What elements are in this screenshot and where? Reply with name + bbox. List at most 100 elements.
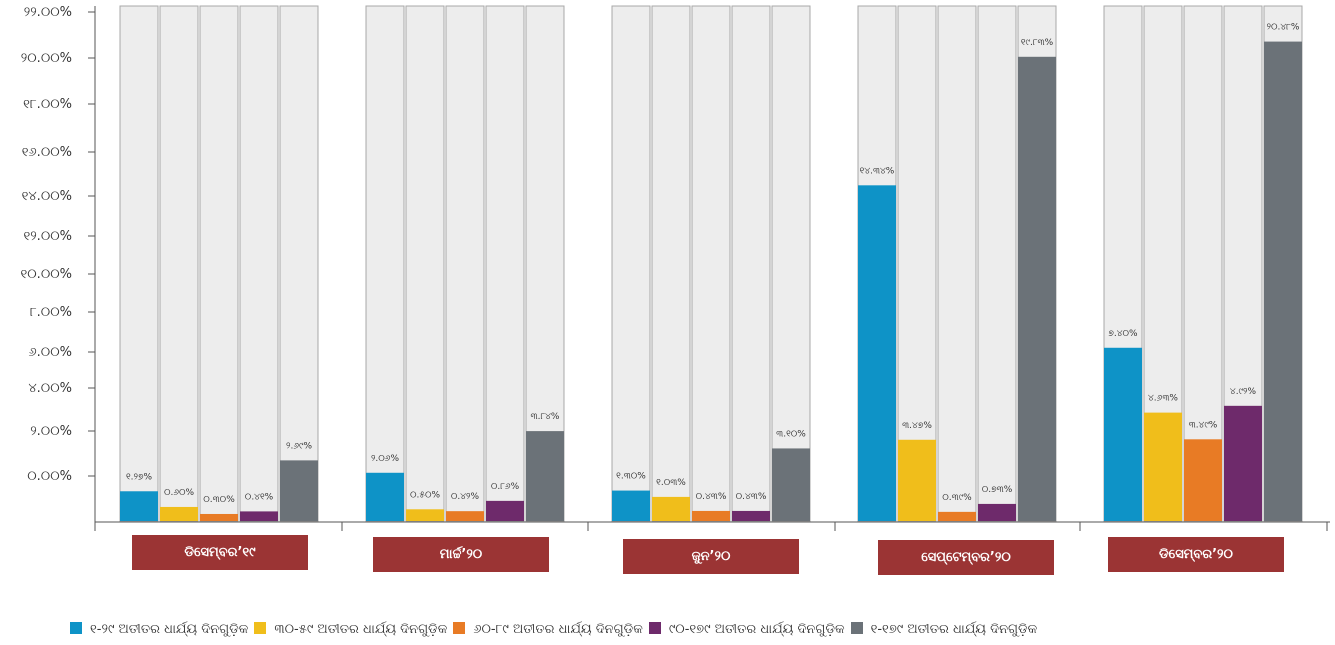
y-tick-label: ୦.୦୦%: [27, 469, 72, 484]
bar-background: [977, 5, 1017, 522]
bar: [366, 472, 404, 521]
legend-swatch: [850, 622, 863, 634]
y-tick-label: ୧୮.୦୦%: [23, 97, 72, 112]
legend-item: ୧-୧୭୯ ଅତୀତର ଧାର୍ଯ୍ୟ ଦିନଗୁଡ଼ିକ: [850, 622, 1038, 637]
bar: [978, 503, 1016, 521]
bar-background: [1183, 5, 1223, 522]
y-tick-label: ୧୪.୦୦%: [22, 189, 72, 204]
y-tick-label: ୨୦.୦୦%: [21, 51, 72, 66]
bar: [612, 490, 650, 521]
y-tick-label: ୨.୦୦%: [30, 424, 72, 439]
data-label: ୨.୬୯%: [286, 441, 312, 451]
data-label: ୩.୧୦%: [776, 429, 806, 439]
bar-background: [119, 5, 159, 522]
bar: [938, 511, 976, 521]
bar: [486, 500, 524, 521]
bar-background: [691, 5, 731, 522]
legend-label: ୯୦-୧୭୯ ଅତୀତର ଧାର୍ଯ୍ୟ ଦିନଗୁଡ଼ିକ: [668, 622, 845, 637]
bar-background: [651, 5, 691, 522]
data-label: ୧୯.୮୩%: [1021, 38, 1054, 48]
legend-item: ୧-୨୯ ଅତୀତର ଧାର୍ଯ୍ୟ ଦିନଗୁଡ଼ିକ: [70, 622, 248, 637]
legend-item: ୯୦-୧୭୯ ଅତୀତର ଧାର୍ଯ୍ୟ ଦିନଗୁଡ଼ିକ: [648, 622, 845, 637]
y-tick-label: ୧୬.୦୦%: [22, 145, 72, 160]
data-label: ୧.୨୭%: [126, 472, 153, 482]
data-label: ୩.୪୭%: [902, 421, 932, 431]
data-label: ୭.୪୦%: [1108, 329, 1138, 339]
data-label: ୦.୩୯%: [942, 493, 972, 503]
data-label: ୦.୪୩%: [736, 492, 767, 502]
bar-background: [485, 5, 525, 522]
y-tick-label: ୨୨.୦୦%: [24, 5, 72, 20]
data-label: ୦.୬୦%: [164, 488, 195, 498]
bar: [692, 510, 730, 521]
category-label: ମାର୍ଚ୍ଚ’୨୦: [373, 537, 549, 572]
bar: [1264, 41, 1302, 521]
legend-swatch: [453, 622, 466, 634]
category-label: ଡିସେମ୍ବର’୧୯: [132, 535, 308, 570]
legend-label: ୧-୧୭୯ ଅତୀତର ଧାର୍ଯ୍ୟ ଦିନଗୁଡ଼ିକ: [870, 622, 1038, 637]
data-label: ୧.୦୩%: [656, 478, 686, 488]
legend-swatch: [254, 622, 267, 634]
data-label: ୩.୪୯%: [1189, 420, 1218, 430]
bar-background: [611, 5, 651, 522]
bar: [406, 509, 444, 521]
bar-background: [937, 5, 977, 522]
bar-background: [897, 5, 937, 522]
data-label: ୦.୪୧%: [245, 492, 274, 502]
bar: [526, 431, 564, 521]
category-label: ଜୁନ’୨୦: [623, 539, 799, 574]
legend-label: ୩୦-୫୯ ଅତୀତର ଧାର୍ଯ୍ୟ ଦିନଗୁଡ଼ିକ: [274, 622, 448, 637]
bar-background: [731, 5, 771, 522]
bar: [1144, 412, 1182, 521]
bar: [1184, 439, 1222, 521]
bar: [732, 510, 770, 521]
legend-item: ୬୦-୮୯ ଅତୀତର ଧାର୍ଯ୍ୟ ଦିନଗୁଡ଼ିକ: [453, 622, 643, 637]
data-label: ୧୪.୩୪%: [860, 166, 895, 176]
bar-background: [365, 5, 405, 522]
data-label: ୦.୭୩%: [982, 485, 1013, 495]
bar: [772, 448, 810, 521]
y-tick-label: ୧୦.୦୦%: [21, 267, 73, 282]
bar: [200, 513, 238, 521]
legend-swatch: [648, 622, 661, 634]
bar: [1104, 347, 1142, 521]
legend: ୧-୨୯ ଅତୀତର ଧାର୍ଯ୍ୟ ଦିନଗୁଡ଼ିକ ୩୦-୫୯ ଅତୀତର …: [70, 622, 1043, 637]
category-label: ଡିସେମ୍ବର’୨୦: [1108, 537, 1284, 572]
data-label: ୦.୩୦%: [203, 495, 235, 505]
bar: [1018, 56, 1056, 521]
bar: [898, 439, 936, 521]
data-label: ୦.୪୩%: [696, 492, 727, 502]
legend-item: ୩୦-୫୯ ଅତୀତର ଧାର୍ଯ୍ୟ ଦିନଗୁଡ଼ିକ: [254, 622, 447, 637]
legend-swatch: [70, 622, 82, 634]
bar: [160, 506, 198, 521]
bar: [858, 185, 896, 521]
bar-background: [239, 5, 279, 522]
legend-label: ୧-୨୯ ଅତୀତର ଧାର୍ଯ୍ୟ ଦିନଗୁଡ଼ିକ: [90, 622, 249, 637]
bar-background: [159, 5, 199, 522]
data-label: ୦.୫୦%: [410, 490, 441, 500]
y-tick-label: ୧୨.୦୦%: [23, 229, 72, 244]
bar: [1224, 405, 1262, 521]
category-label: ସେପ୍ଟେମ୍ବର’୨୦: [878, 540, 1054, 575]
bar-background: [445, 5, 485, 522]
data-label: ୦.୪୨%: [451, 492, 480, 502]
bar: [280, 460, 318, 521]
bar: [446, 511, 484, 521]
data-label: ୨୦.୪୮%: [1267, 23, 1300, 33]
data-label: ୪.୯୨%: [1230, 387, 1257, 397]
y-tick-label: ୮.୦୦%: [30, 305, 72, 320]
bar-background: [405, 5, 445, 522]
bar: [120, 491, 158, 521]
y-tick-label: ୪.୦୦%: [28, 381, 72, 396]
data-label: ୨.୦୬%: [371, 454, 400, 464]
bar: [652, 496, 690, 521]
bar: [240, 511, 278, 521]
bar-background: [199, 5, 239, 522]
data-label: ୪.୬୩%: [1148, 394, 1178, 404]
data-label: ୧.୩୦%: [616, 472, 646, 482]
y-tick-label: ୬.୦୦%: [29, 345, 72, 360]
bar-background: [771, 5, 811, 522]
data-label: ୩.୮୪%: [531, 412, 560, 422]
data-label: ୦.୮୬%: [491, 482, 520, 492]
